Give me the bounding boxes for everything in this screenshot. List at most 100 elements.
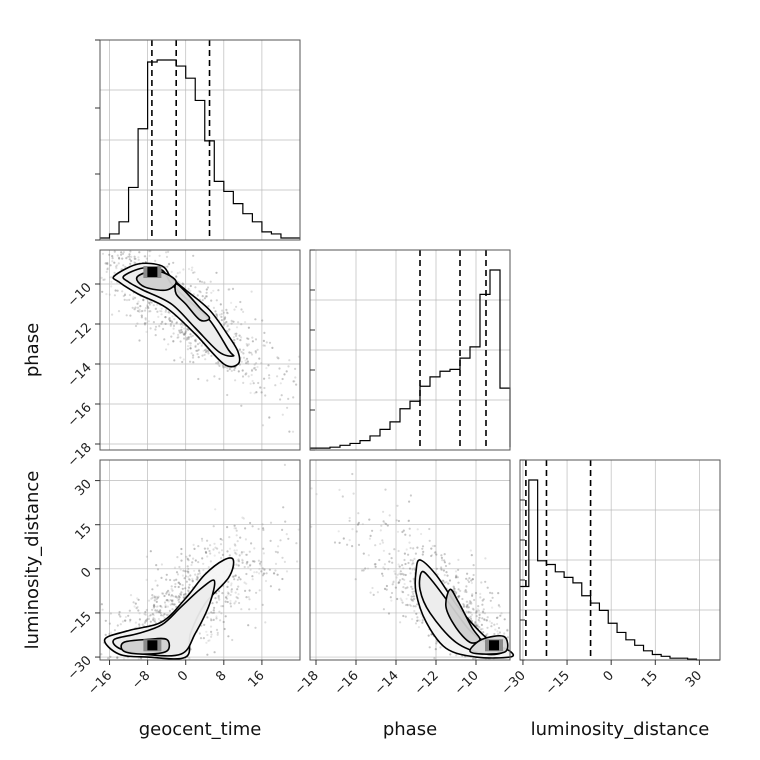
scatter-point xyxy=(468,602,471,605)
scatter-point xyxy=(158,324,161,327)
scatter-point xyxy=(411,590,414,594)
scatter-point xyxy=(175,322,178,325)
scatter-point xyxy=(234,379,237,382)
scatter-point xyxy=(104,262,107,265)
scatter-point xyxy=(440,567,443,570)
scatter-point xyxy=(260,391,263,394)
scatter-point xyxy=(258,572,261,575)
scatter-point xyxy=(268,416,271,419)
scatter-point xyxy=(224,316,227,319)
scatter-point xyxy=(240,552,243,555)
scatter-point xyxy=(283,373,286,376)
scatter-point xyxy=(144,318,147,321)
scatter-point xyxy=(155,611,158,614)
scatter-point xyxy=(503,618,506,621)
scatter-point xyxy=(383,587,387,591)
scatter-point xyxy=(186,348,189,351)
scatter-point xyxy=(467,611,470,614)
scatter-point xyxy=(194,559,197,562)
scatter-point xyxy=(416,603,419,606)
scatter-point xyxy=(480,623,483,627)
scatter-point xyxy=(195,349,198,352)
scatter-point xyxy=(475,615,478,618)
scatter-point xyxy=(468,600,472,603)
y-axis-label-phase: phase xyxy=(22,323,43,377)
scatter-point xyxy=(413,557,416,561)
scatter-point xyxy=(228,547,232,550)
scatter-point xyxy=(111,255,114,258)
scatter-point xyxy=(294,376,297,379)
scatter-point xyxy=(174,595,177,599)
scatter-point xyxy=(292,396,295,399)
scatter-point xyxy=(401,530,404,534)
scatter-point xyxy=(169,603,172,606)
scatter-point xyxy=(435,553,438,556)
scatter-point xyxy=(362,552,365,555)
scatter-point xyxy=(383,567,386,571)
scatter-point xyxy=(154,325,158,328)
scatter-point xyxy=(230,590,233,594)
scatter-point xyxy=(489,591,492,594)
scatter-point xyxy=(249,521,252,525)
scatter-point xyxy=(187,267,191,271)
scatter-point xyxy=(141,623,144,626)
scatter-point xyxy=(310,525,313,528)
scatter-point xyxy=(180,328,183,331)
scatter-point xyxy=(172,332,175,335)
scatter-point xyxy=(214,546,217,549)
scatter-point xyxy=(407,519,410,522)
scatter-point xyxy=(138,251,141,254)
scatter-point xyxy=(409,559,412,562)
scatter-point xyxy=(192,557,195,560)
scatter-point xyxy=(490,622,493,625)
scatter-point xyxy=(198,570,201,573)
scatter-point xyxy=(199,291,202,294)
scatter-point xyxy=(230,322,233,325)
scatter-point xyxy=(236,337,239,340)
scatter-point xyxy=(404,533,407,536)
scatter-point xyxy=(170,587,173,591)
scatter-point xyxy=(113,261,116,264)
scatter-point xyxy=(204,550,207,554)
scatter-point xyxy=(503,632,506,635)
scatter-point xyxy=(217,363,220,366)
scatter-point xyxy=(473,598,476,602)
scatter-point xyxy=(404,587,407,590)
scatter-point xyxy=(233,308,236,311)
scatter-point xyxy=(367,554,370,557)
scatter-point xyxy=(413,597,416,600)
scatter-point xyxy=(242,356,246,359)
scatter-point xyxy=(198,632,201,635)
scatter-point xyxy=(248,598,251,601)
scatter-point xyxy=(296,560,299,563)
scatter-point xyxy=(457,581,460,584)
scatter-point xyxy=(411,559,414,562)
scatter-point xyxy=(141,309,144,313)
scatter-point xyxy=(108,293,111,296)
scatter-point xyxy=(187,571,190,575)
scatter-point xyxy=(212,609,215,612)
scatter-point xyxy=(440,568,443,571)
scatter-point xyxy=(211,611,214,615)
scatter-point xyxy=(486,626,489,629)
scatter-point xyxy=(177,581,180,584)
scatter-point xyxy=(225,311,228,314)
scatter-point xyxy=(232,575,235,578)
scatter-point xyxy=(130,255,133,258)
scatter-point xyxy=(454,592,458,595)
scatter-point xyxy=(366,567,370,570)
scatter-point xyxy=(143,612,146,616)
histogram-frame-geocent_time xyxy=(99,39,301,241)
scatter-point xyxy=(369,534,372,538)
scatter-point xyxy=(153,618,157,621)
scatter-point xyxy=(228,288,231,291)
scatter-point xyxy=(236,559,239,562)
scatter-point xyxy=(187,336,190,339)
scatter-point xyxy=(475,609,478,613)
scatter-point xyxy=(205,630,208,633)
scatter-point xyxy=(186,565,189,568)
scatter-point xyxy=(117,262,120,265)
scatter-point xyxy=(144,613,147,616)
scatter-point xyxy=(109,264,112,267)
scatter-point xyxy=(281,577,284,581)
